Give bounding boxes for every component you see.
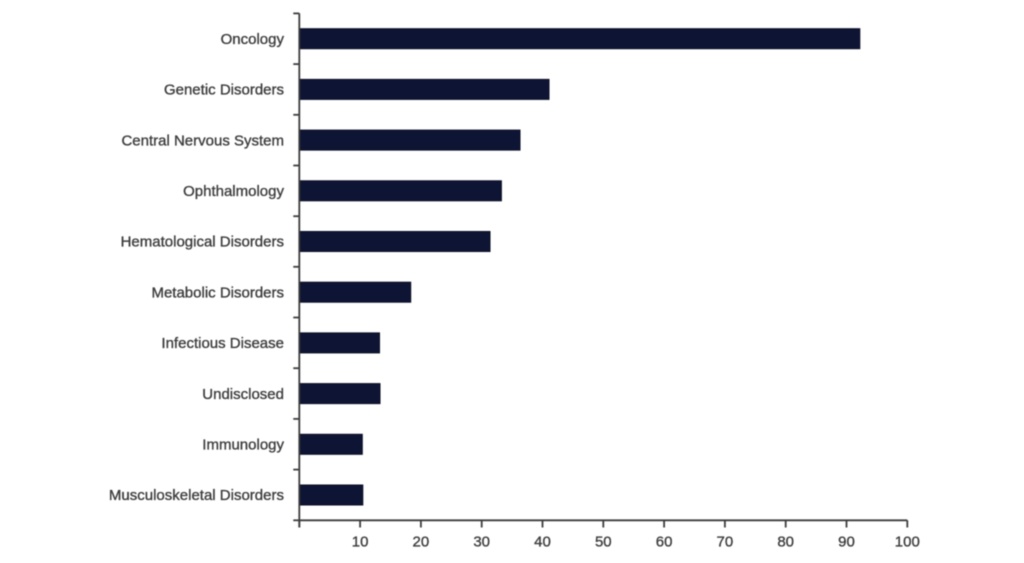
- svg-text:Oncology: Oncology: [221, 31, 285, 48]
- svg-text:Immunology: Immunology: [202, 437, 284, 454]
- svg-text:30: 30: [473, 534, 490, 551]
- svg-text:Undisclosed: Undisclosed: [202, 386, 284, 403]
- svg-text:Central Nervous System: Central Nervous System: [121, 132, 284, 149]
- svg-text:Metabolic Disorders: Metabolic Disorders: [151, 284, 284, 301]
- svg-text:20: 20: [413, 534, 430, 551]
- svg-text:Hematological Disorders: Hematological Disorders: [121, 234, 284, 251]
- svg-text:70: 70: [717, 534, 734, 551]
- svg-text:90: 90: [838, 534, 855, 551]
- svg-text:Infectious Disease: Infectious Disease: [161, 335, 284, 352]
- svg-text:10: 10: [352, 534, 369, 551]
- svg-text:Musculoskeletal Disorders: Musculoskeletal Disorders: [109, 487, 284, 504]
- svg-text:Genetic Disorders: Genetic Disorders: [164, 82, 284, 99]
- svg-text:40: 40: [534, 534, 551, 551]
- svg-text:80: 80: [777, 534, 794, 551]
- svg-text:Ophthalmology: Ophthalmology: [183, 183, 284, 200]
- svg-text:60: 60: [656, 534, 673, 551]
- svg-text:100: 100: [895, 534, 920, 551]
- svg-text:50: 50: [595, 534, 612, 551]
